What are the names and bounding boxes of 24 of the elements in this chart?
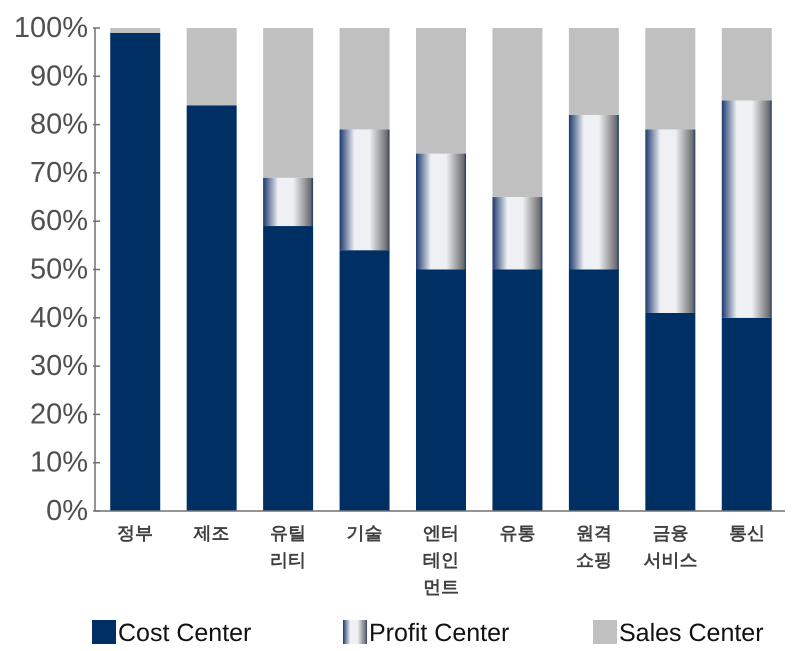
x-tick-label: 금융 서비스 [643,523,698,571]
y-tick-label: 80% [30,108,88,141]
y-tick-label: 90% [30,60,88,92]
y-tick-label: 30% [30,350,88,382]
x-tick-label: 통신 [728,523,765,544]
legend-label: Sales Center [619,619,764,647]
y-tick-label: 60% [30,205,88,238]
y-tick-label: 50% [30,254,88,286]
y-tick-label: 0% [46,495,88,527]
y-tick-label: 100% [14,12,88,44]
x-tick-label: 유틸리티 [270,523,306,571]
y-tick-label: 40% [30,302,88,334]
y-tick-label: 10% [30,446,88,479]
x-tick-label: 정부 [117,523,154,544]
x-tick-label: 엔터테인먼트 [423,523,459,598]
y-tick-label: 70% [30,156,88,189]
y-tick-label: 20% [30,398,88,430]
x-tick-label: 원격쇼핑 [576,523,612,571]
legend-label: Cost Center [118,619,252,647]
legend-label: Profit Center [369,619,510,647]
x-tick-label: 기술 [346,523,383,544]
x-tick-label: 유통 [499,523,536,544]
legend: Cost Center Profit Center Sales Center [92,619,764,647]
x-tick-label: 제조 [192,523,230,544]
